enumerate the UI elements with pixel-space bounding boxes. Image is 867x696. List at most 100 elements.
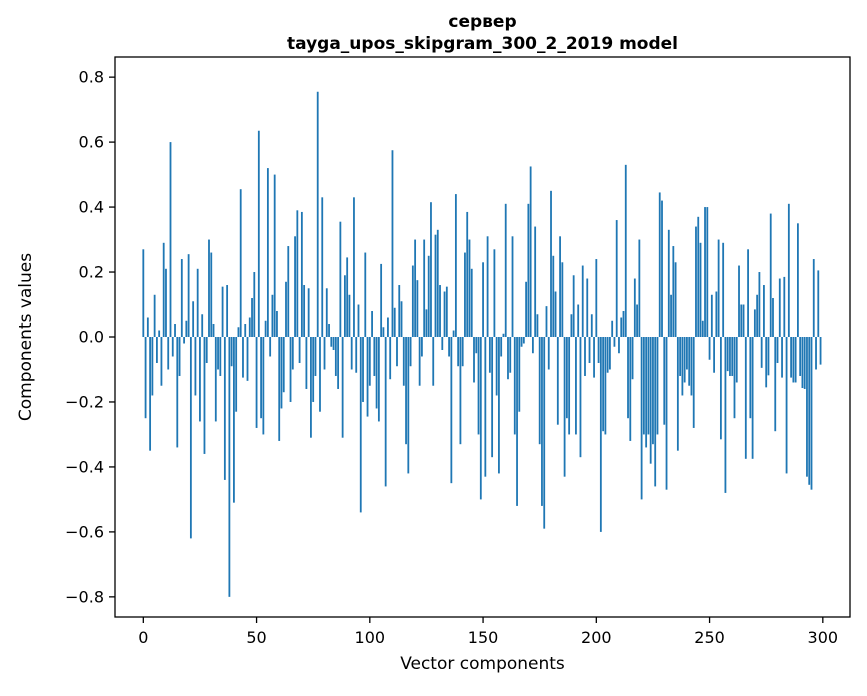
bar <box>300 211 303 337</box>
bar <box>690 337 693 396</box>
bar <box>239 189 242 337</box>
bar <box>565 337 568 419</box>
bar <box>343 275 346 337</box>
bar <box>470 268 473 337</box>
bar <box>602 337 605 432</box>
bar <box>584 337 586 376</box>
bar <box>187 254 190 337</box>
bar <box>710 294 713 337</box>
bar <box>323 337 326 370</box>
bar <box>219 337 222 376</box>
bar <box>165 268 167 337</box>
bar <box>357 304 360 337</box>
bar <box>291 337 294 370</box>
bar <box>217 337 219 370</box>
bar <box>543 337 546 529</box>
bar <box>149 337 152 451</box>
bar <box>561 262 564 337</box>
bar <box>708 337 711 360</box>
bar <box>205 337 208 363</box>
bar <box>781 337 783 378</box>
bar <box>717 239 720 337</box>
bar <box>423 239 426 337</box>
bar <box>418 337 421 386</box>
bar <box>477 337 480 435</box>
bar <box>575 337 577 435</box>
bar <box>522 337 525 344</box>
bar <box>174 324 176 337</box>
bar <box>185 320 188 337</box>
bar <box>649 337 652 464</box>
bar <box>371 311 373 337</box>
bar <box>384 337 387 487</box>
bar <box>627 337 629 419</box>
bar <box>316 91 319 337</box>
bar <box>307 288 310 337</box>
bar <box>509 337 512 373</box>
bar <box>507 337 509 380</box>
bar <box>402 337 405 386</box>
bar <box>319 337 321 412</box>
chart-subtitle: tayga_upos_skipgram_300_2_2019 model <box>287 34 678 54</box>
bar <box>482 262 484 337</box>
x-tick-label: 50 <box>246 628 266 647</box>
bar <box>355 337 358 373</box>
bar <box>208 239 210 337</box>
bar <box>670 294 672 337</box>
y-tick-label: −0.6 <box>65 522 104 541</box>
bar <box>774 337 777 432</box>
bar <box>183 337 185 344</box>
bar <box>273 174 276 337</box>
bar <box>212 324 215 337</box>
bar <box>199 337 201 422</box>
bar <box>353 197 355 337</box>
bar <box>665 337 668 490</box>
bar <box>373 337 376 376</box>
bar <box>695 226 697 337</box>
bar <box>162 242 165 337</box>
bar <box>314 337 317 376</box>
bar <box>611 320 614 337</box>
bar <box>819 337 822 365</box>
bar <box>201 314 204 337</box>
bar <box>362 337 364 402</box>
bar <box>511 236 514 337</box>
bar <box>278 337 281 441</box>
bar <box>638 239 641 337</box>
bar <box>180 259 183 337</box>
y-tick-label: 0.8 <box>79 68 104 87</box>
x-tick-label: 150 <box>468 628 499 647</box>
bar <box>457 337 460 367</box>
bar <box>581 265 584 337</box>
bar <box>767 337 770 376</box>
bar <box>441 337 444 350</box>
bar <box>772 298 774 337</box>
bar <box>387 317 389 337</box>
bar <box>647 337 650 435</box>
bar <box>747 249 749 337</box>
bar <box>436 229 439 337</box>
bar <box>541 337 543 506</box>
bar <box>563 337 566 477</box>
bar <box>158 330 161 337</box>
bar <box>393 307 396 337</box>
bar <box>310 337 312 438</box>
bar <box>547 337 550 370</box>
bar <box>167 337 170 370</box>
bar <box>753 309 756 337</box>
bar <box>488 337 491 373</box>
bar <box>289 337 292 402</box>
bar <box>806 337 808 477</box>
x-tick-label: 100 <box>355 628 386 647</box>
bar <box>701 320 704 337</box>
bar <box>407 337 410 474</box>
bar <box>742 304 745 337</box>
bar <box>556 337 559 425</box>
bar <box>405 337 407 445</box>
bar <box>609 337 611 370</box>
bar <box>726 337 729 372</box>
bar <box>375 337 378 409</box>
bar <box>704 207 706 337</box>
bar <box>604 337 607 435</box>
bar <box>334 337 337 376</box>
